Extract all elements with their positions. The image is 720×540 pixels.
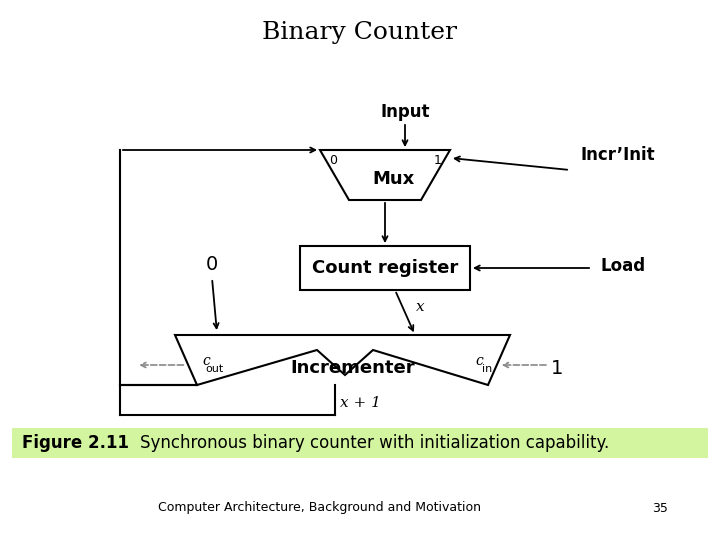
Text: 1: 1 (551, 359, 563, 377)
Text: x: x (415, 300, 424, 314)
Text: Incrementer: Incrementer (291, 359, 415, 377)
Text: c: c (475, 354, 482, 368)
Text: 35: 35 (652, 502, 668, 515)
Text: Binary Counter: Binary Counter (263, 21, 457, 44)
Text: Figure 2.11: Figure 2.11 (22, 434, 129, 452)
Text: out: out (205, 364, 223, 374)
Text: Synchronous binary counter with initialization capability.: Synchronous binary counter with initiali… (140, 434, 609, 452)
Text: Computer Architecture, Background and Motivation: Computer Architecture, Background and Mo… (158, 502, 482, 515)
Text: 1: 1 (434, 154, 442, 167)
Text: c: c (202, 354, 210, 368)
Text: Count register: Count register (312, 259, 458, 277)
Text: 0: 0 (206, 254, 218, 273)
Text: in: in (482, 364, 492, 374)
Text: Load: Load (600, 257, 645, 275)
Text: 0: 0 (329, 154, 337, 167)
Text: x + 1: x + 1 (340, 396, 380, 410)
Text: Incr’Init: Incr’Init (580, 146, 654, 164)
Text: Mux: Mux (372, 170, 414, 188)
Text: Input: Input (380, 103, 430, 121)
FancyBboxPatch shape (12, 428, 708, 458)
